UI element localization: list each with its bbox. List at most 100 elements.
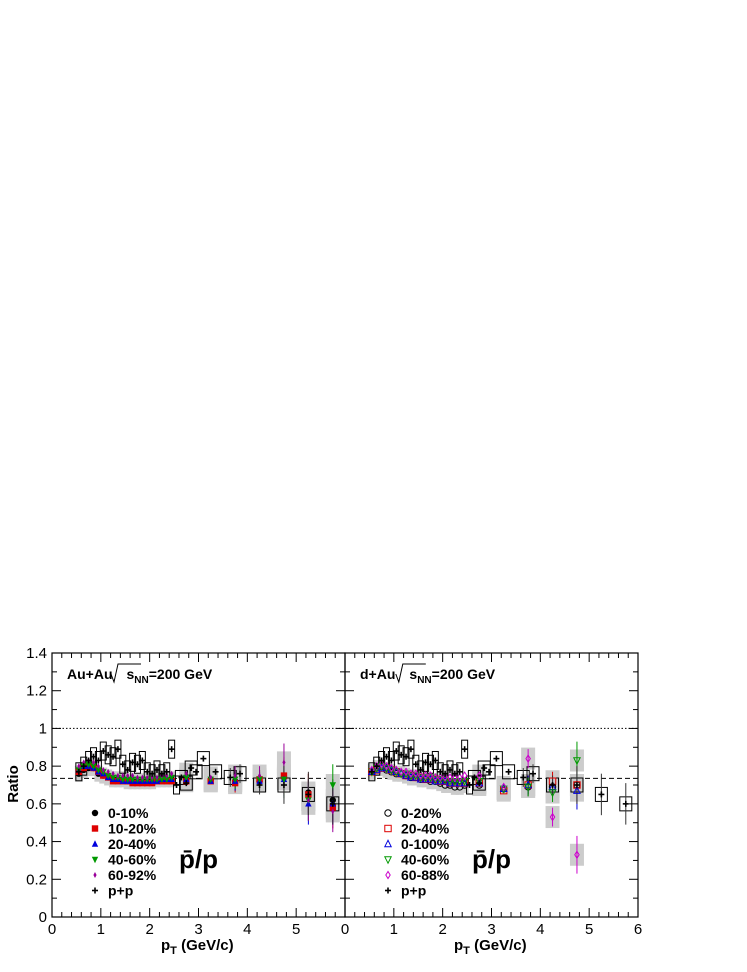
data-point [231, 776, 239, 784]
x-tick-label: 3 [194, 921, 202, 938]
data-point [184, 770, 188, 777]
data-point [451, 783, 459, 791]
pp-systematic-box [189, 764, 203, 780]
data-point [397, 770, 406, 779]
legend-label: 20-40% [108, 836, 157, 852]
legend-label: 0-20% [401, 805, 442, 821]
data-point [280, 772, 288, 779]
x-axis-units: (GeV/c) [177, 937, 234, 954]
title-system: Au+Au [67, 666, 113, 682]
data-point [499, 785, 508, 794]
panel-title: Au+Au sNN=200 GeV [67, 666, 213, 686]
data-point [209, 774, 213, 781]
legend: 0-10%10-20%20-40%40-60%60-92%p+p [91, 805, 157, 899]
x-axis-subscript: T [463, 945, 470, 957]
x-tick-label: 1 [390, 921, 398, 938]
data-point [106, 768, 110, 775]
pp-systematic-box [477, 760, 491, 776]
title-system: d+Au [360, 666, 395, 682]
data-point [572, 785, 581, 794]
data-point [388, 763, 395, 773]
data-point [145, 774, 149, 781]
data-point [417, 771, 424, 781]
data-point [104, 772, 112, 780]
pp-systematic-box [472, 775, 486, 791]
legend-label: p+p [401, 883, 426, 899]
data-point [442, 773, 448, 782]
data-point [406, 772, 415, 781]
data-point [96, 763, 100, 770]
series-p-p [75, 746, 336, 807]
y-tick-label: 1 [39, 720, 47, 737]
x-tick-label: 1 [97, 921, 105, 938]
data-point [408, 769, 414, 779]
systematic-box [441, 777, 450, 793]
pp-systematic-box [209, 764, 223, 780]
data-point [130, 772, 135, 779]
data-point [572, 757, 581, 766]
data-point [500, 782, 507, 792]
data-point [548, 789, 557, 798]
data-point [447, 773, 453, 782]
data-point [129, 776, 136, 784]
systematic-box [450, 778, 459, 795]
pp-systematic-box [184, 760, 198, 776]
data-point [163, 776, 170, 784]
x-axis-p: p [454, 937, 463, 954]
title-energy: =200 GeV [149, 666, 213, 682]
data-point [432, 773, 439, 782]
legend-label: 40-60% [401, 852, 450, 868]
data-point [168, 774, 175, 782]
data-point [398, 767, 404, 777]
data-point [329, 782, 336, 789]
data-point [452, 773, 458, 782]
data-point [170, 770, 174, 777]
legend-label: 20-40% [401, 821, 450, 837]
series-p-p [368, 746, 629, 807]
x-tick-label: 3 [487, 921, 495, 938]
data-point [82, 759, 86, 766]
data-point [437, 773, 444, 782]
legend-label: 10-20% [108, 821, 157, 837]
sqrt-symbol [110, 663, 141, 684]
x-axis-units: (GeV/c) [470, 937, 527, 954]
data-point [109, 774, 117, 782]
pp-systematic-box [502, 764, 516, 780]
data-point [116, 772, 120, 779]
data-point [549, 812, 556, 822]
data-point [431, 776, 440, 785]
pp-systematic-box [196, 751, 210, 767]
data-point [373, 761, 380, 771]
data-point [411, 772, 420, 781]
x-tick-label: 0 [341, 921, 349, 938]
title-s: s [409, 666, 417, 682]
data-point [445, 778, 455, 787]
pp-systematic-box [482, 764, 496, 780]
legend-marker [383, 856, 393, 865]
data-point [256, 776, 263, 784]
data-point [378, 759, 385, 769]
x-tick-label: 0 [48, 921, 56, 938]
x-axis-title: pT (GeV/c) [161, 937, 234, 957]
data-point [436, 776, 445, 785]
legend-marker [91, 840, 99, 847]
data-point [383, 761, 390, 771]
data-point [422, 771, 429, 781]
data-point [402, 770, 411, 779]
title-subscript: NN [417, 675, 431, 686]
data-point [393, 765, 400, 775]
x-tick-label: 4 [243, 921, 251, 938]
y-tick-label: 0.8 [26, 758, 47, 775]
data-point [387, 766, 396, 775]
data-point [282, 759, 286, 766]
data-point [91, 759, 96, 766]
legend-label: 60-92% [108, 867, 157, 883]
legend-label: 0-100% [401, 836, 450, 852]
data-point [306, 797, 310, 804]
panel-left: 0 0.2 0.4 0.6 0.8 1 1.2 1.4 0 1 2 3 4 5 Au+Au sNN=200 G… [5, 645, 346, 957]
legend-marker [91, 809, 99, 817]
data-point [329, 804, 336, 811]
panel-right: 0 1 2 3 4 5 6 d+Au sNN=200 GeV p̄/p 0-20%20-40%0-1… [341, 652, 642, 957]
data-point [455, 778, 464, 787]
